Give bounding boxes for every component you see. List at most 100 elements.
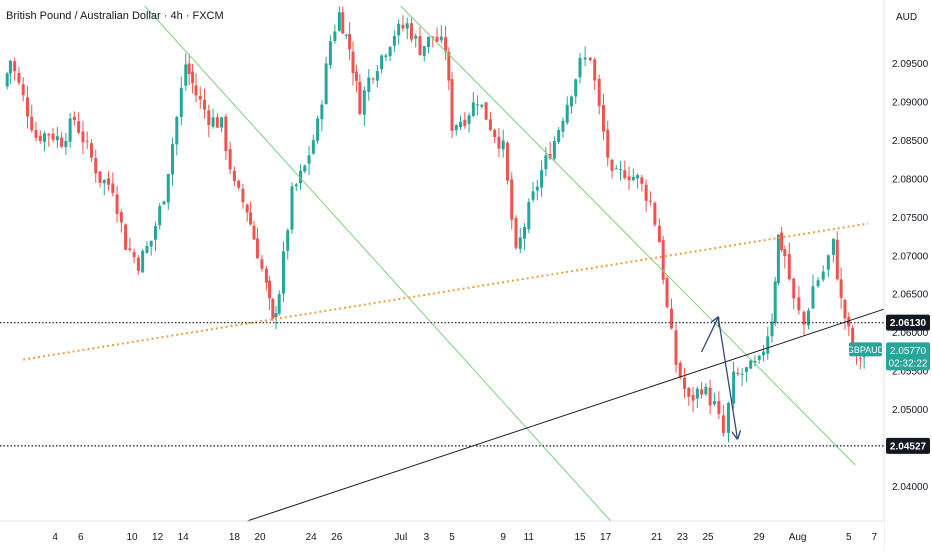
candle-body — [839, 279, 843, 298]
candle — [294, 182, 298, 192]
symbol-badge — [849, 342, 882, 357]
candle-body — [687, 387, 691, 397]
candle-body — [816, 280, 820, 287]
candle-body — [94, 158, 98, 174]
candle — [531, 181, 535, 203]
y-tick-label: 2.07500 — [892, 213, 929, 224]
candle-body — [98, 171, 102, 183]
candle-body — [593, 59, 597, 81]
candle-body — [271, 298, 275, 319]
candle-body — [241, 188, 245, 203]
level-lower-label-top: 2.04527 — [890, 441, 927, 452]
candle — [184, 53, 188, 91]
candle — [145, 241, 149, 255]
candle-body — [141, 250, 145, 273]
candle — [17, 66, 21, 86]
candle-body — [77, 121, 81, 133]
candle-body — [636, 175, 640, 179]
candle-body — [835, 239, 839, 280]
candle-body — [459, 122, 463, 128]
candle — [401, 15, 405, 32]
candle — [274, 305, 278, 330]
level-lower-badge-top — [886, 437, 930, 454]
candle-body — [184, 64, 188, 86]
candle — [480, 104, 484, 109]
candle — [831, 238, 835, 263]
candle — [614, 165, 618, 170]
candle — [435, 27, 439, 43]
candle-body — [678, 362, 682, 378]
candle-body — [220, 117, 224, 128]
candle — [606, 120, 610, 167]
candle-body — [179, 87, 183, 117]
candle-body — [708, 387, 712, 406]
candle — [501, 129, 505, 158]
candle-body — [207, 110, 211, 126]
candle-body — [787, 254, 791, 280]
candle-body — [776, 234, 780, 284]
level-upper-label-top: 2.06130 — [890, 318, 927, 329]
candle-body — [362, 90, 366, 115]
candle-body — [30, 116, 34, 131]
candle — [414, 33, 418, 48]
candle — [211, 109, 215, 129]
candle — [527, 198, 531, 234]
candle-body — [557, 130, 561, 143]
candle-body — [8, 60, 12, 74]
candle — [700, 382, 704, 399]
candle-body — [64, 140, 68, 148]
x-tick-label: 12 — [152, 532, 164, 543]
candle — [797, 286, 801, 315]
candle — [657, 218, 661, 243]
candle-body — [578, 57, 582, 78]
candle-body — [307, 155, 311, 164]
candle-body — [811, 286, 815, 309]
candle — [89, 139, 93, 162]
channel-upper-line — [400, 5, 856, 466]
candle-body — [132, 252, 136, 258]
candle — [695, 386, 699, 408]
candle-body — [732, 371, 736, 404]
candle-body — [171, 144, 175, 175]
candle-body — [198, 95, 202, 100]
y-tick-label: 2.09500 — [892, 59, 929, 70]
candle — [636, 173, 640, 189]
candle-body — [691, 394, 695, 401]
candle-body — [418, 36, 422, 55]
time-axis-bg — [0, 521, 884, 550]
channel-lower-line — [144, 5, 612, 522]
candle — [194, 73, 198, 103]
candle — [561, 117, 565, 138]
x-tick-label: 3 — [424, 532, 430, 543]
candle-body — [565, 104, 569, 123]
candle — [459, 115, 463, 131]
candle-body — [55, 136, 59, 141]
candle-body — [25, 97, 29, 117]
candle — [47, 133, 51, 147]
candle — [153, 221, 157, 252]
candle-body — [484, 102, 488, 120]
candle — [191, 63, 195, 94]
candle — [286, 228, 290, 260]
candle — [107, 171, 111, 191]
candle — [757, 354, 761, 364]
candle-body — [476, 104, 480, 106]
candle-body — [375, 71, 379, 81]
current-price-badge — [886, 342, 930, 371]
candle — [826, 254, 830, 278]
candle-body — [237, 180, 241, 188]
candle — [540, 160, 544, 197]
candle-body — [371, 78, 375, 80]
candle-body — [540, 170, 544, 188]
candle — [5, 71, 9, 90]
candle — [324, 56, 328, 105]
candle-body — [501, 140, 505, 150]
candle — [166, 173, 170, 210]
candle — [351, 41, 355, 86]
candle — [467, 112, 471, 133]
candle-body — [674, 330, 678, 365]
candle — [552, 136, 556, 161]
candle-body — [60, 137, 64, 147]
